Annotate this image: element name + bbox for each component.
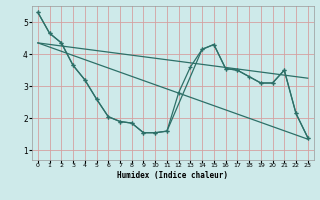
X-axis label: Humidex (Indice chaleur): Humidex (Indice chaleur)	[117, 171, 228, 180]
